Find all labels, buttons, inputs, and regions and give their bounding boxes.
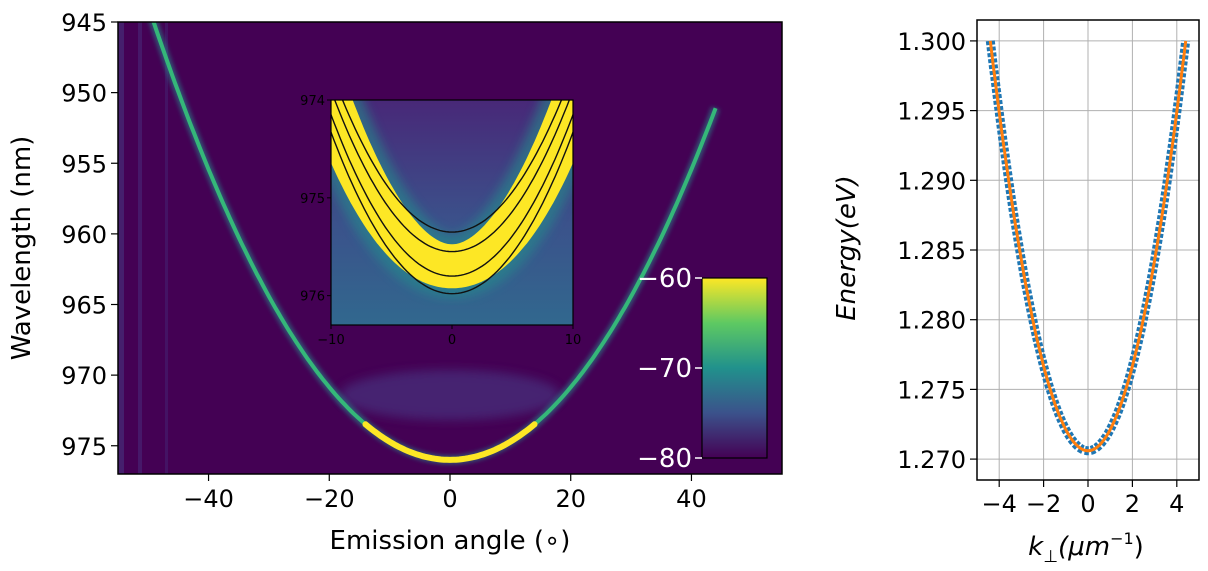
x-tick-label: 40 bbox=[676, 485, 707, 513]
inset-x-tick-label: 0 bbox=[448, 333, 456, 348]
y-tick-label: 950 bbox=[61, 80, 107, 108]
inset-x-tick-label: 10 bbox=[565, 333, 582, 348]
inset-y-tick-label: 976 bbox=[300, 290, 325, 305]
inset-y-tick-label: 975 bbox=[300, 192, 325, 207]
right-x-axis-label: k⊥(μm−1) bbox=[1028, 529, 1144, 567]
x-tick-label: 4 bbox=[1169, 490, 1184, 518]
inset-band bbox=[331, 100, 573, 289]
inset-contours bbox=[331, 100, 573, 295]
inset-x-tick-label: −10 bbox=[317, 333, 344, 348]
y-tick-label: 1.275 bbox=[897, 376, 966, 404]
edge-stripe bbox=[165, 22, 168, 474]
right-y-axis: 1.270 1.275 1.280 1.285 1.290 1.295 1.300 bbox=[897, 28, 977, 474]
y-tick-label: 1.290 bbox=[897, 167, 966, 195]
fit-series bbox=[988, 40, 1188, 453]
y-tick-label: 970 bbox=[61, 362, 107, 390]
y-tick-label: 975 bbox=[61, 433, 107, 461]
left-x-axis-label: Emission angle (∘) bbox=[330, 526, 571, 556]
left-y-axis-label: Wavelength (nm) bbox=[7, 136, 37, 361]
y-tick-label: 1.270 bbox=[897, 446, 966, 474]
x-tick-label: 2 bbox=[1125, 490, 1140, 518]
colorbar-gradient bbox=[701, 277, 768, 459]
dispersion-hotspot bbox=[362, 421, 538, 463]
right-dispersion-panel: −4 −2 0 2 4 1.2701.2751.2801.2851.2901.2951.… bbox=[832, 19, 1200, 567]
colorbar-tick-label: −70 bbox=[637, 354, 692, 384]
y-tick-label: 945 bbox=[61, 9, 107, 37]
inset-y-axis: 974 975 976 bbox=[300, 94, 331, 305]
edge-stripe bbox=[138, 22, 142, 474]
right-y-axis-label: Energy(eV) bbox=[832, 175, 862, 321]
x-tick-label: 0 bbox=[442, 485, 457, 513]
inset-y-tick-label: 974 bbox=[300, 94, 325, 109]
inset-x-axis: −10 0 10 bbox=[317, 325, 581, 348]
inset-panel: −10 0 10 974 975 976 bbox=[300, 94, 581, 348]
secondary-haze bbox=[340, 370, 560, 420]
left-x-axis: −40 −20 0 20 40 bbox=[183, 474, 707, 513]
y-tick-label: 1.300 bbox=[897, 28, 966, 56]
y-tick-label: 955 bbox=[61, 150, 107, 178]
contour-line bbox=[333, 100, 571, 253]
colorbar: −60 −70 −80 bbox=[637, 264, 768, 474]
x-tick-label: −20 bbox=[304, 485, 355, 513]
colorbar-tick-label: −80 bbox=[637, 444, 692, 474]
left-y-axis: 945 950 955 960 965 970 975 bbox=[61, 9, 118, 461]
y-tick-label: 1.285 bbox=[897, 237, 966, 265]
colorbar-ticks: −60 −70 −80 bbox=[637, 264, 702, 474]
x-tick-label: 20 bbox=[555, 485, 586, 513]
colorbar-tick-label: −60 bbox=[637, 264, 692, 294]
x-tick-label: 0 bbox=[1080, 490, 1095, 518]
contour-line bbox=[331, 112, 573, 277]
y-tick-label: 1.280 bbox=[897, 307, 966, 335]
y-tick-label: 965 bbox=[61, 292, 107, 320]
right-grid bbox=[977, 20, 1199, 480]
x-tick-label: −40 bbox=[183, 485, 234, 513]
contour-line bbox=[331, 130, 573, 295]
y-tick-label: 1.295 bbox=[897, 98, 966, 126]
x-tick-label: −4 bbox=[982, 490, 1017, 518]
edge-stripe bbox=[118, 22, 124, 474]
contour-line bbox=[341, 100, 563, 233]
x-tick-label: −2 bbox=[1026, 490, 1061, 518]
right-x-axis: −4 −2 0 2 4 bbox=[982, 480, 1184, 518]
y-tick-label: 960 bbox=[61, 221, 107, 249]
left-heatmap-panel: −40 −20 0 20 40 945 950 955 960 965 970 975 Emissi… bbox=[7, 9, 783, 556]
